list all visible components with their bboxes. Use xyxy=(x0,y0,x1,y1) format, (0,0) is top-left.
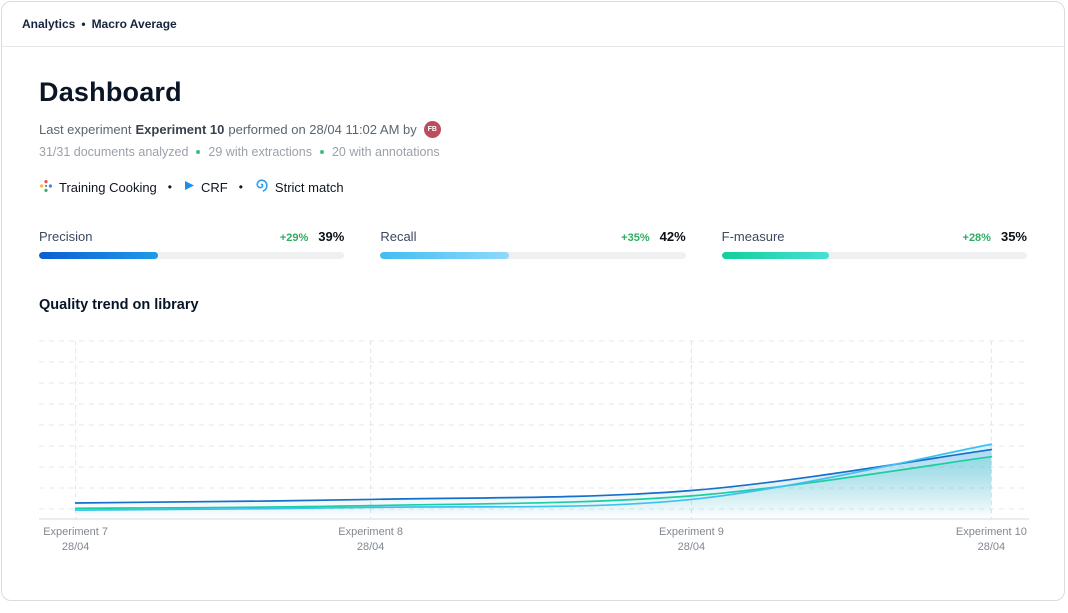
recall-delta-badge: +35% xyxy=(621,232,650,244)
training-set-label: Training Cooking xyxy=(59,179,157,195)
svg-text:Experiment 10: Experiment 10 xyxy=(956,526,1027,538)
f-measure-progress-bar xyxy=(721,252,1027,259)
tag-separator: • xyxy=(238,180,243,194)
f-measure-delta-badge: +28% xyxy=(962,232,991,244)
documents-extractions-text: 29 with extractions xyxy=(208,145,312,159)
breadcrumb: Analytics • Macro Average xyxy=(2,2,1064,47)
precision-progress-bar xyxy=(39,252,345,259)
chart-section-title: Quality trend on library xyxy=(39,297,199,313)
recall-progress-bar xyxy=(380,252,686,259)
spiral-icon xyxy=(254,178,269,196)
page-title: Dashboard xyxy=(39,77,182,107)
precision-metric: Precision +29% 39% xyxy=(39,229,345,259)
documents-summary-line: 31/31 documents analyzed 29 with extract… xyxy=(39,145,1027,159)
context-tags: Training Cooking • CRF • Stric xyxy=(39,178,1027,196)
documents-analyzed-text: 31/31 documents analyzed xyxy=(39,145,189,159)
f-measure-metric: F-measure +28% 35% xyxy=(721,229,1027,259)
last-experiment-middle: performed on 28/04 11:02 AM by xyxy=(228,122,417,137)
model-label: CRF xyxy=(201,179,228,195)
bullet-icon xyxy=(196,150,201,154)
recall-metric: Recall +35% 42% xyxy=(380,229,686,259)
last-experiment-name: Experiment 10 xyxy=(135,122,225,137)
breadcrumb-separator: • xyxy=(81,17,86,31)
precision-delta-badge: +29% xyxy=(279,232,309,244)
quality-trend-chart: Experiment 7 28/04 Experiment 8 28/04 Experi… xyxy=(39,340,1029,553)
svg-text:Experiment 7: Experiment 7 xyxy=(43,526,108,538)
metrics-row: Precision +29% 39% Recall +35% 42% xyxy=(39,229,1027,259)
last-experiment-line: Last experiment Experiment 10 performed … xyxy=(39,121,1027,138)
svg-text:Experiment 9: Experiment 9 xyxy=(659,526,724,538)
sparkle-multicolor-icon xyxy=(39,179,53,196)
match-mode-tag[interactable]: Strict match xyxy=(254,178,344,196)
last-experiment-prefix: Last experiment xyxy=(39,122,132,137)
precision-value: 39% xyxy=(318,229,345,244)
svg-text:28/04: 28/04 xyxy=(357,541,385,553)
model-tag[interactable]: CRF xyxy=(183,179,228,195)
f-measure-value: 35% xyxy=(1000,229,1027,244)
breadcrumb-analytics[interactable]: Analytics xyxy=(22,17,76,31)
svg-text:Experiment 8: Experiment 8 xyxy=(338,526,403,538)
bullet-icon xyxy=(319,150,324,154)
chart-container: Experiment 7 28/04 Experiment 8 28/04 Experi… xyxy=(39,327,1029,563)
breadcrumb-macro-average[interactable]: Macro Average xyxy=(91,17,177,31)
tag-separator: • xyxy=(167,180,172,194)
play-icon xyxy=(183,179,195,195)
svg-text:28/04: 28/04 xyxy=(62,541,90,553)
documents-annotations-text: 20 with annotations xyxy=(331,145,440,159)
f-measure-label: F-measure xyxy=(721,229,785,244)
svg-text:28/04: 28/04 xyxy=(678,541,706,553)
training-set-tag[interactable]: Training Cooking xyxy=(39,179,157,196)
match-mode-label: Strict match xyxy=(274,179,344,195)
precision-label: Precision xyxy=(39,229,93,244)
main-card: Analytics • Macro Average Dashboard Last… xyxy=(1,1,1065,601)
recall-value: 42% xyxy=(659,229,686,244)
dashboard-content: Dashboard Last experiment Experiment 10 … xyxy=(2,77,1064,563)
user-avatar[interactable]: FB xyxy=(423,121,441,138)
recall-label: Recall xyxy=(380,229,417,244)
svg-text:28/04: 28/04 xyxy=(978,541,1006,553)
